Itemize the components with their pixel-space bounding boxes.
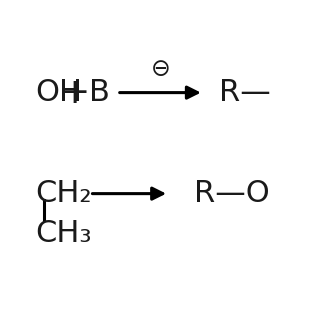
Text: +: +	[60, 76, 90, 110]
Text: B: B	[89, 78, 110, 107]
Text: OH: OH	[35, 78, 82, 107]
Text: ⊖: ⊖	[150, 57, 170, 81]
Text: CH₂: CH₂	[35, 179, 92, 208]
Text: R—O: R—O	[194, 179, 269, 208]
Text: CH₃: CH₃	[35, 219, 92, 248]
Text: R—: R—	[219, 78, 270, 107]
